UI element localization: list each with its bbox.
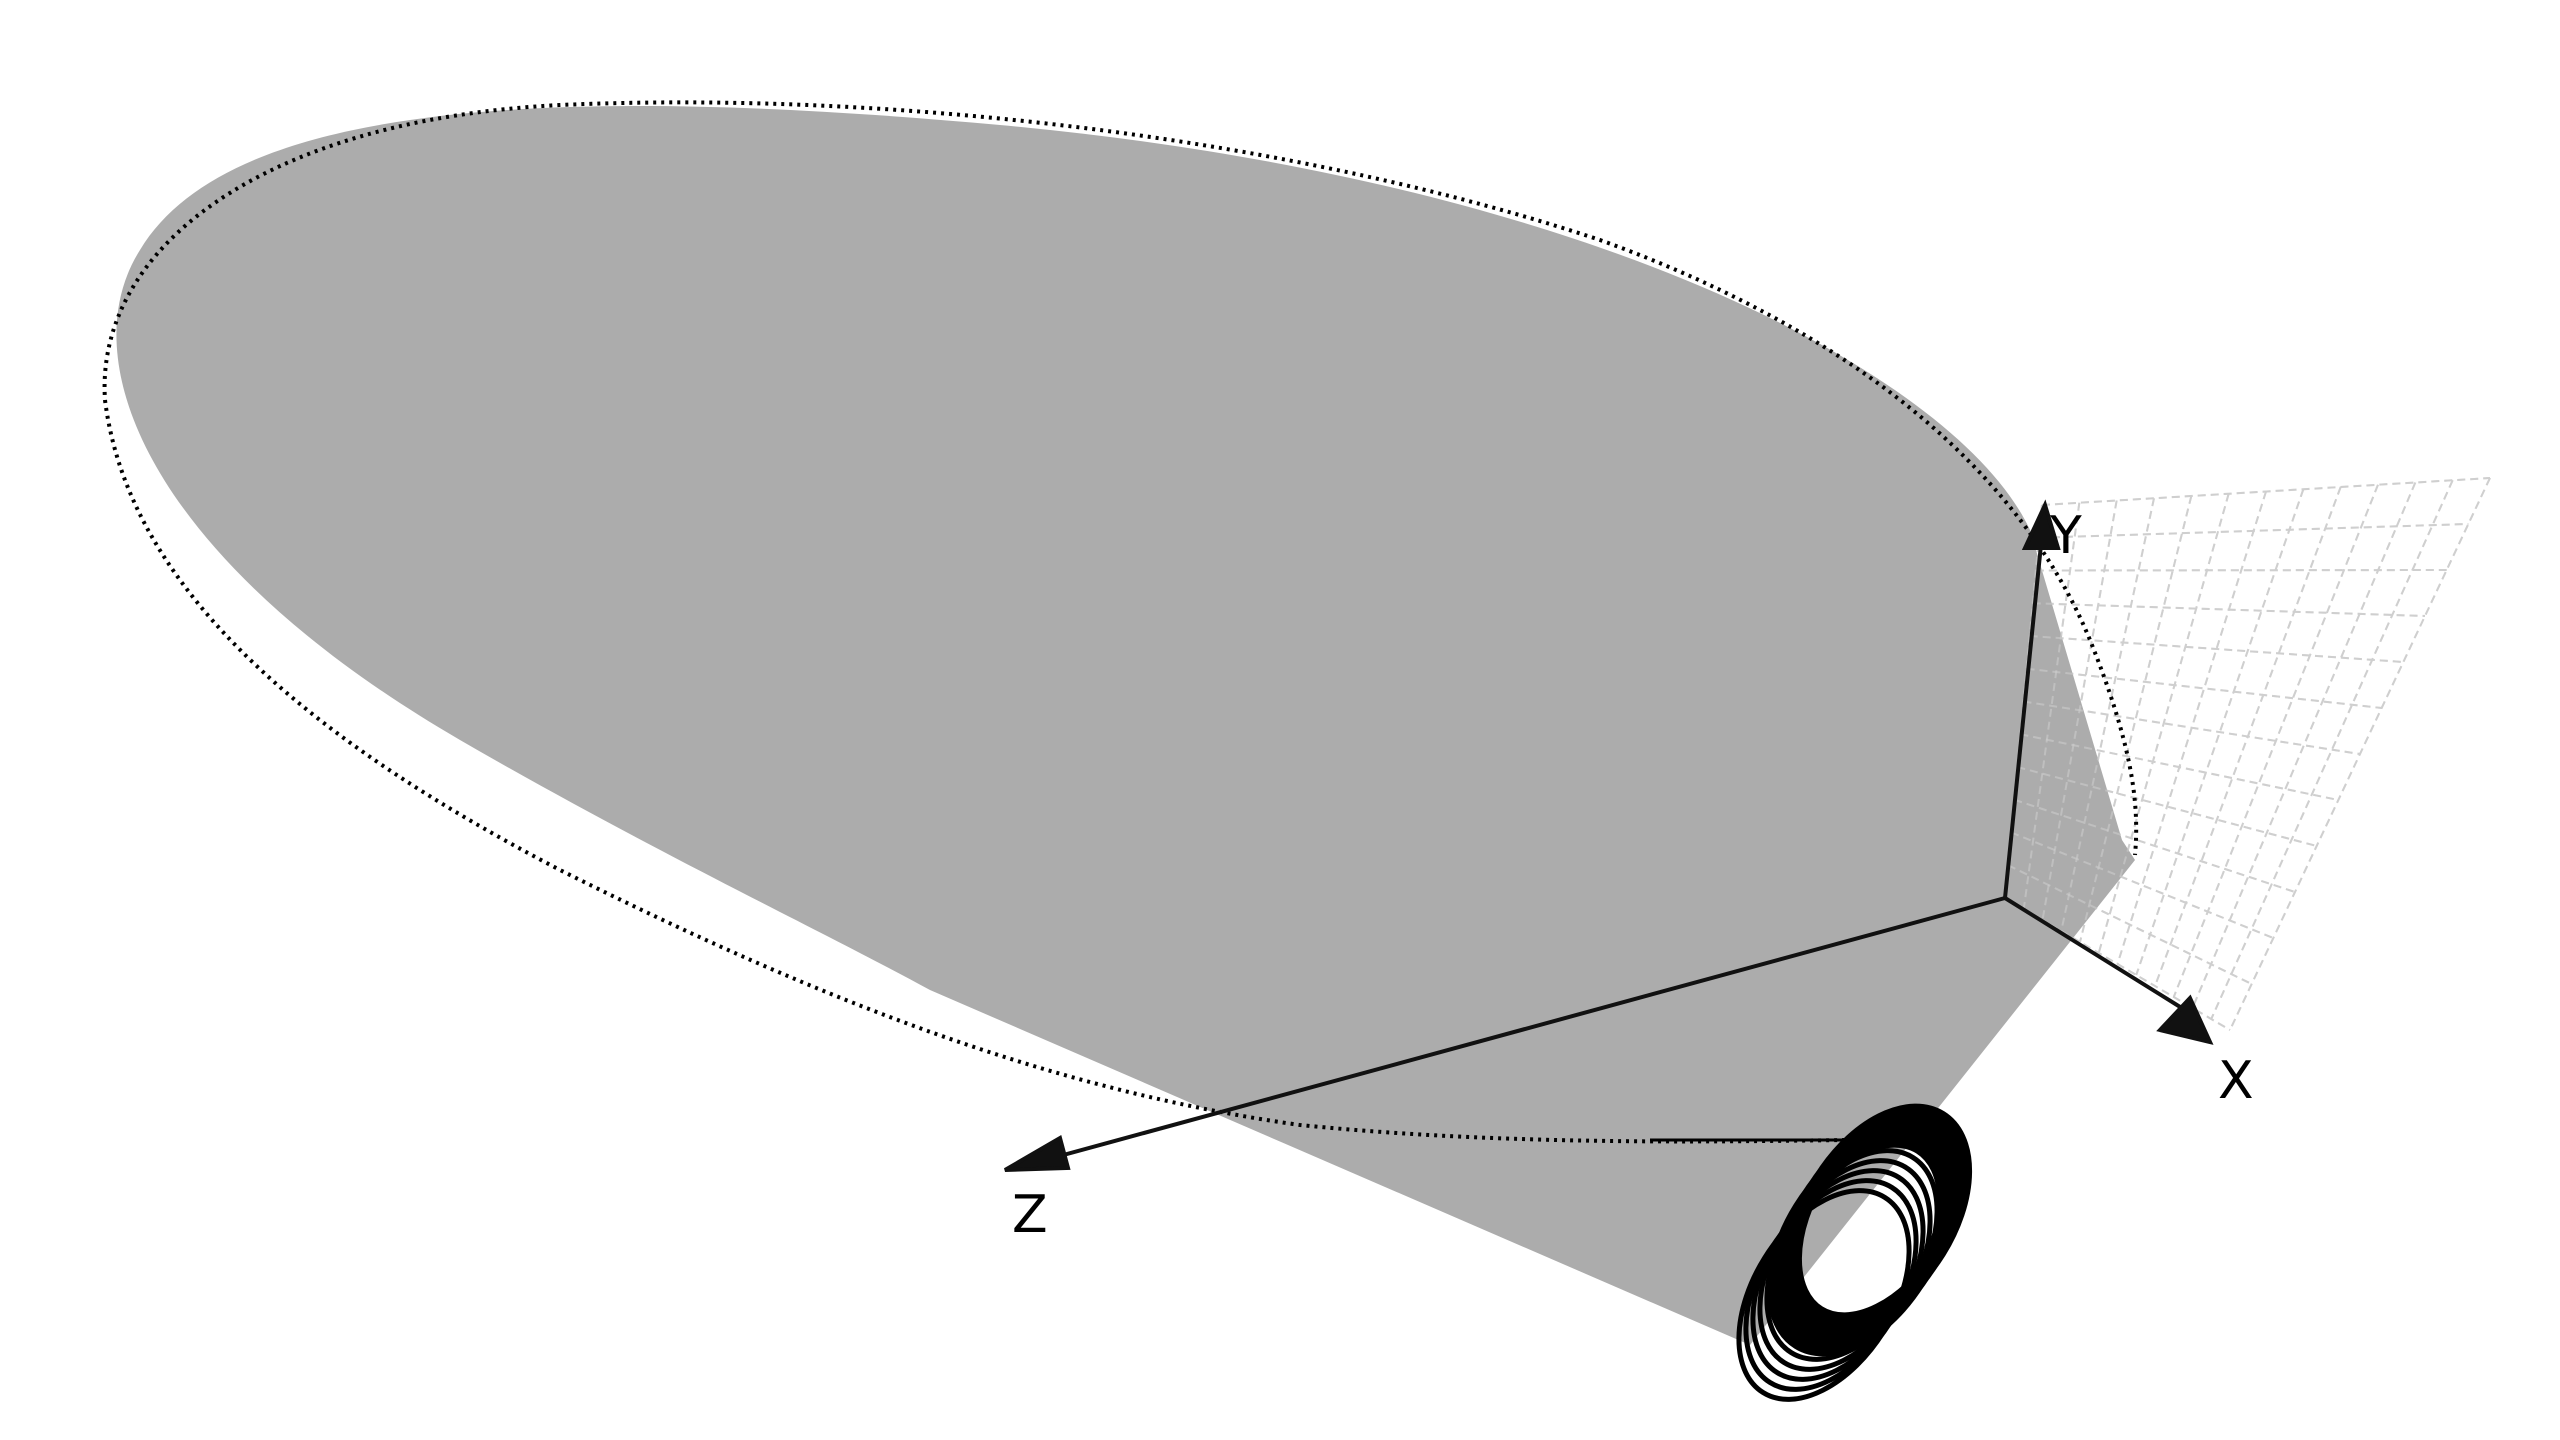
y-axis-label: Y (2049, 506, 2082, 566)
axes (1003, 499, 2214, 1172)
grid-line (2210, 479, 2454, 1020)
grid-line (2020, 733, 2339, 801)
x-axis-label: X (2218, 1051, 2254, 1111)
coil-rings (1736, 1103, 1973, 1402)
grid-line (2023, 700, 2361, 755)
z-axis-arrow (1003, 1134, 1071, 1172)
grid-line (2029, 635, 2404, 663)
grid-line (2007, 864, 2253, 985)
y-axis-arrow (2021, 499, 2061, 550)
grid-line (2010, 831, 2274, 939)
grid-line (2079, 495, 2193, 943)
grid-line (2022, 502, 2081, 910)
grid-line (2229, 477, 2491, 1031)
x-axis-arrow (2156, 994, 2214, 1045)
grid-line (2154, 486, 2342, 987)
surface-region (116, 106, 2135, 1345)
grid-line (2172, 484, 2379, 998)
grid-line (2026, 667, 2382, 709)
y-axis-line (2003, 534, 2044, 899)
grid-line (2097, 493, 2230, 954)
x-axis-line (2003, 896, 2187, 1012)
z-axis-label: Z (1012, 1185, 1048, 1245)
grid-line (2013, 798, 2296, 893)
grid-line (2135, 488, 2305, 976)
coil-ring (1736, 1188, 1912, 1402)
grid-overlay (2004, 477, 2491, 1031)
grid-line (2191, 482, 2417, 1009)
z-axis-line (1044, 896, 2006, 1162)
